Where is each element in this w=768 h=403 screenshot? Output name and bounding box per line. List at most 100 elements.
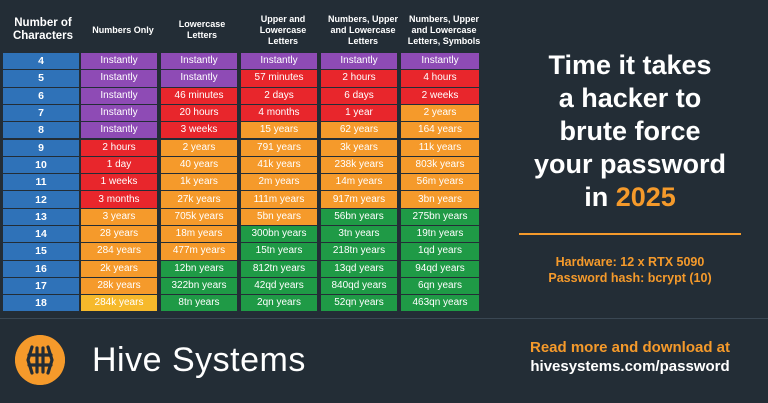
crack-time-cell: 300bn years — [241, 226, 317, 243]
headline-year: 2025 — [615, 182, 676, 212]
crack-time-cell: 812tn years — [241, 260, 317, 277]
character-count-cell: 9 — [3, 139, 79, 156]
brand-name: Hive Systems — [92, 341, 306, 379]
character-count-cell: 11 — [3, 174, 79, 191]
hash-label: Password hash: bcrypt (10) — [548, 271, 712, 285]
character-count-cell: 12 — [3, 191, 79, 208]
crack-time-cell: 322bn years — [161, 277, 237, 295]
table-row: 14 28 years 18m years 300bn years 3tn years 1… — [3, 226, 481, 243]
character-count-cell: 8 — [3, 122, 79, 139]
crack-time-cell: Instantly — [241, 53, 317, 70]
crack-time-cell: 477m years — [161, 243, 237, 260]
table-row: 18 284k years 8tn years 2qn years 52qn years… — [3, 295, 481, 312]
crack-time-cell: 3 months — [81, 191, 157, 208]
read-more-text: Read more and download at — [529, 339, 731, 356]
crack-time-cell: 94qd years — [401, 260, 479, 277]
crack-time-cell: 2qn years — [241, 295, 317, 312]
crack-time-cell: 6qn years — [401, 277, 479, 295]
crack-time-cell: 2m years — [241, 174, 317, 191]
crack-time-cell: 46 minutes — [161, 87, 237, 104]
crack-time-cell: 1qd years — [401, 243, 479, 260]
crack-time-cell: Instantly — [161, 53, 237, 70]
table-header: Number of Characters Numbers Only Lowerc… — [6, 8, 484, 52]
crack-time-cell: 5bn years — [241, 208, 317, 225]
crack-time-cell: 8tn years — [161, 295, 237, 312]
crack-time-cell: 20 hours — [161, 104, 237, 122]
crack-time-cell: 28k years — [81, 277, 157, 295]
crack-time-cell: Instantly — [81, 122, 157, 139]
crack-time-cell: 14m years — [321, 174, 397, 191]
crack-time-cell: Instantly — [161, 70, 237, 87]
table-row: 6 Instantly 46 minutes 2 days 6 days 2 weeks — [3, 87, 481, 105]
headline-divider — [519, 233, 741, 235]
table-row: 12 3 months 27k years 111m years 917m years 3… — [3, 191, 481, 208]
crack-time-cell: 917m years — [321, 191, 397, 208]
crack-time-cell: 3 years — [81, 208, 157, 225]
crack-time-cell: 15tn years — [241, 243, 317, 260]
crack-time-cell: 57 minutes — [241, 70, 317, 87]
download-url[interactable]: hivesystems.com/password — [530, 358, 730, 375]
crack-time-cell: 15 years — [241, 122, 317, 139]
crack-time-cell: 62 years — [321, 122, 397, 139]
table-row: 17 28k years 322bn years 42qd years 840qd ye… — [3, 277, 481, 295]
crack-time-cell: 705k years — [161, 208, 237, 225]
crack-time-cell: Instantly — [81, 87, 157, 104]
crack-time-cell: 56m years — [401, 174, 479, 191]
crack-time-cell: 2 days — [241, 87, 317, 104]
crack-time-cell: 56bn years — [321, 208, 397, 225]
header-numbers-only: Numbers Only — [92, 24, 154, 35]
crack-time-cell: 275bn years — [401, 208, 479, 225]
character-count-cell: 17 — [3, 277, 79, 295]
crack-time-cell: 1k years — [161, 174, 237, 191]
headline-line-4: your password — [533, 149, 727, 179]
crack-time-cell: 111m years — [241, 191, 317, 208]
crack-time-cell: 3tn years — [321, 226, 397, 243]
crack-time-cell: 2k years — [81, 260, 157, 277]
crack-time-cell: 840qd years — [321, 277, 397, 295]
crack-time-cell: 4 hours — [401, 70, 479, 87]
character-count-cell: 18 — [3, 295, 79, 312]
crack-time-cell: Instantly — [81, 53, 157, 70]
header-upper-lower: Upper and Lowercase Letters — [259, 13, 307, 46]
table-row: 8 Instantly 3 weeks 15 years 62 years 164 yea… — [3, 122, 481, 139]
table-row: 10 1 day 40 years 41k years 238k years 803k y… — [3, 156, 481, 174]
crack-time-cell: 3bn years — [401, 191, 479, 208]
character-count-cell: 15 — [3, 243, 79, 260]
crack-time-cell: 40 years — [161, 156, 237, 174]
crack-time-cell: 18m years — [161, 226, 237, 243]
crack-time-cell: 284k years — [81, 295, 157, 312]
crack-time-cell: 3k years — [321, 139, 397, 156]
footer-divider — [0, 318, 768, 319]
crack-time-cell: 1 year — [321, 104, 397, 122]
header-lowercase: Lowercase Letters — [178, 19, 226, 40]
crack-time-cell: Instantly — [81, 104, 157, 122]
crack-time-cell: 19tn years — [401, 226, 479, 243]
table-row: 11 1 weeks 1k years 2m years 14m years 56m ye… — [3, 174, 481, 191]
crack-time-cell: Instantly — [81, 70, 157, 87]
table-row: 5 Instantly Instantly 57 minutes 2 hours 4 ho… — [3, 70, 481, 87]
table-row: 4 Instantly Instantly Instantly Instantly Ins… — [3, 53, 481, 70]
crack-time-cell: Instantly — [321, 53, 397, 70]
crack-time-cell: 2 years — [161, 139, 237, 156]
character-count-cell: 6 — [3, 87, 79, 104]
crack-time-cell: 11k years — [401, 139, 479, 156]
character-count-cell: 14 — [3, 226, 79, 243]
character-count-cell: 16 — [3, 260, 79, 277]
crack-time-cell: 27k years — [161, 191, 237, 208]
character-count-cell: 13 — [3, 208, 79, 225]
table-row: 7 Instantly 20 hours 4 months 1 year 2 years — [3, 104, 481, 122]
table-row: 15 284 years 477m years 15tn years 218tn yea… — [3, 243, 481, 260]
crack-time-cell: 164 years — [401, 122, 479, 139]
crack-time-cell: 12bn years — [161, 260, 237, 277]
header-number-of-characters: Number of Characters — [12, 17, 74, 42]
table-row: 16 2k years 12bn years 812tn years 13qd year… — [3, 260, 481, 278]
character-count-cell: 10 — [3, 156, 79, 174]
crack-time-cell: 284 years — [81, 243, 157, 260]
hardware-label: Hardware: 12 x RTX 5090 — [555, 255, 705, 269]
crack-time-cell: Instantly — [401, 53, 479, 70]
headline-line-1: Time it takes — [548, 50, 712, 80]
table-row: 13 3 years 705k years 5bn years 56bn years 27… — [3, 208, 481, 226]
crack-time-cell: 4 months — [241, 104, 317, 122]
